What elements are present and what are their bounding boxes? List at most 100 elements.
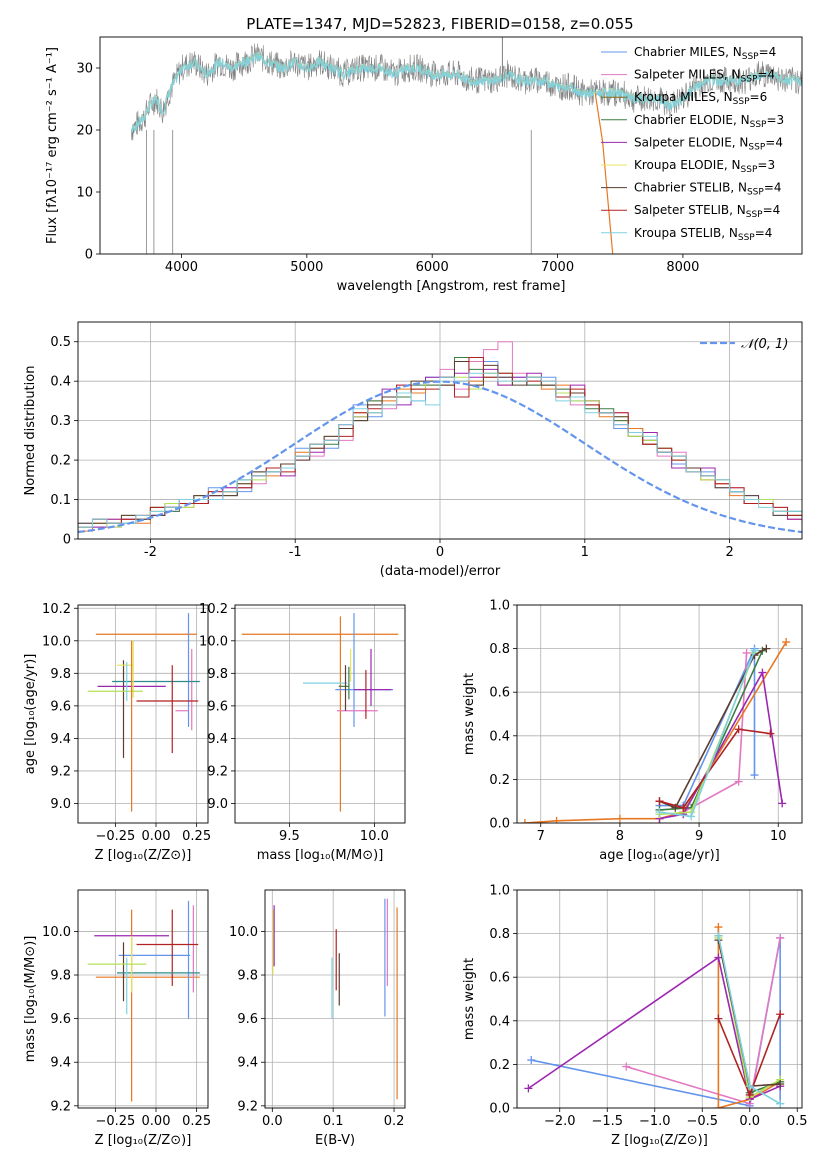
weight_vs_Z-series-marker [776, 1099, 785, 1108]
weight_vs_Z-xtick-label: −1.0 [639, 1114, 671, 1129]
weight_vs_Z-ytick-label: 0.2 [489, 1058, 510, 1073]
residuals-xtick-label: 2 [725, 545, 733, 560]
weight_vs_age-ytick-label: 0.8 [489, 642, 510, 657]
weight_vs_age-series-marker [750, 646, 759, 655]
weight_vs_Z-series-marker [776, 1080, 785, 1089]
residuals-axes: -2 -1 0 1 2 0 0.1 0.2 0.3 0.4 0.5 (data-model)/erro… [23, 322, 802, 579]
weight_vs_Z-series-marker [714, 1014, 723, 1023]
weight_vs_age-series-line [659, 728, 771, 809]
mass_vs_Z-xtick-label: 0.00 [142, 1114, 171, 1129]
legend-label-suffix: =3 [757, 158, 775, 172]
weight_vs_age-ytick-label: 0.6 [489, 686, 510, 701]
age_vs_mass-xlabel: mass [log₁₀(M/M⊙)] [257, 848, 384, 863]
weight_vs_Z-series-line [717, 935, 781, 1094]
weight_vs_age-axes: 7 8 9 10 0.0 0.2 0.4 0.6 0.8 1.0 age [log₁₀(age/yr… [462, 599, 802, 863]
age_vs_mass-xtick-label: 9.5 [279, 829, 300, 844]
age_vs_Z-frame [77, 604, 209, 824]
weight_vs_age-ytick-label: 1.0 [489, 599, 510, 614]
residuals-ytick-label: 0.4 [50, 375, 71, 390]
residuals-histograms [78, 341, 802, 536]
weight_vs_age-series-line [659, 652, 756, 816]
age_vs_mass-ytick-label: 9.0 [207, 797, 228, 812]
spectrum-ytick-label: 0 [85, 248, 93, 263]
residuals-ytick-label: 0.2 [50, 454, 71, 469]
mass_vs_Z-errorbars [87, 900, 200, 1102]
legend-label-subscript: SSP [742, 52, 759, 62]
residuals-legend: 𝒩(0, 1) [700, 337, 788, 352]
mass_vs_ebv-xtick-label: 0.2 [384, 1114, 405, 1129]
age_vs_mass-ytick-label: 9.8 [207, 667, 228, 682]
mass_vs_Z-axes: −0.25 0.00 0.25 9.2 9.4 9.6 9.8 10.0 Z [log₁₀(Z/… [23, 890, 211, 1148]
age_vs_Z-errorbars [87, 613, 200, 812]
age_vs_mass-xtick-label: 10.0 [360, 829, 389, 844]
residuals-hist-step [78, 360, 802, 532]
spectrum-legend-label: Kroupa ELODIE, NSSP=3 [634, 158, 775, 175]
legend-label-suffix: =4 [757, 68, 775, 82]
legend-label-suffix: =6 [750, 90, 768, 104]
age_vs_Z-xtick-label: −0.25 [95, 829, 135, 844]
weight_vs_age-series-marker [734, 777, 743, 786]
weight_vs_Z-series-line [717, 937, 781, 1099]
legend-label-subscript: SSP [746, 210, 763, 220]
weight_vs_age-ytick-label: 0.2 [489, 773, 510, 788]
legend-label-text: Kroupa ELODIE, N [634, 158, 741, 172]
legend-label-text: Chabrier MILES, N [634, 45, 742, 59]
weight_vs_Z-series-marker [776, 1010, 785, 1019]
spectrum-model-line [130, 52, 802, 133]
spectrum-legend-label: Chabrier STELIB, NSSP=4 [634, 181, 782, 198]
age_vs_mass-ytick-label: 9.2 [207, 764, 228, 779]
legend-label-suffix: =4 [764, 181, 782, 195]
weight_vs_age-frame [516, 604, 803, 824]
legend-label-subscript: SSP [747, 188, 764, 198]
legend-label-suffix: =3 [766, 113, 784, 127]
legend-label-text: Chabrier STELIB, N [634, 181, 747, 195]
age_vs_Z-xlabel: Z [log₁₀(Z/Z⊙)] [95, 848, 192, 863]
spectrum-lines [130, 37, 802, 254]
weight_vs_age-series-marker [615, 814, 624, 823]
residuals-ytick-label: 0 [63, 533, 71, 548]
spectrum-ytick-label: 30 [76, 62, 93, 77]
mass_vs_ebv-xtick-label: 0.1 [323, 1114, 344, 1129]
spectrum-legend-label: Salpeter STELIB, NSSP=4 [634, 203, 780, 220]
legend-label-text: Kroupa MILES, N [634, 90, 733, 104]
residuals-hist-step [78, 360, 802, 528]
weight_vs_Z-series-marker [745, 1090, 754, 1099]
mass_vs_ebv-errorbars [272, 898, 398, 1100]
legend-label-subscript: SSP [741, 165, 758, 175]
mass_vs_ebv-frame [264, 889, 406, 1109]
legend-label-suffix: =4 [763, 203, 781, 217]
weight_vs_Z-series-line [717, 935, 781, 1105]
mass_vs_ebv-axes: 0.0 0.1 0.2 9.2 9.4 9.6 9.8 10.0 E(B-V) [229, 890, 405, 1148]
residuals-xlabel: (data-model)/error [380, 564, 501, 579]
legend-label-text: Salpeter ELODIE, N [634, 135, 748, 149]
weight_vs_Z-series-marker [714, 953, 723, 962]
figure-title: PLATE=1347, MJD=52823, FIBERID=0158, z=0… [246, 15, 633, 33]
weight_vs_Z-xlabel: Z [log₁₀(Z/Z⊙)] [611, 1133, 708, 1148]
spectrum-axes: 4000 5000 6000 7000 8000 0 10 20 30 wavelength [A… [45, 47, 699, 294]
residuals-xtick-label: -2 [144, 545, 157, 560]
age_vs_mass-ytick-label: 9.4 [207, 732, 228, 747]
weight_vs_Z-xtick-label: −0.5 [686, 1114, 718, 1129]
legend-label-suffix: =4 [759, 45, 777, 59]
weight_vs_age-series-marker [758, 668, 767, 677]
weight_vs_age-series-marker [782, 638, 791, 647]
weight_vs_age-ylabel: mass weight [462, 673, 477, 755]
age_vs_Z-xtick-label: 0.00 [142, 829, 171, 844]
mass_vs_Z-ytick-label: 9.2 [50, 1099, 71, 1114]
spectrum-ylabel: Flux [fλ10⁻¹⁷ erg cm⁻² s⁻¹ A⁻¹] [45, 47, 60, 244]
weight_vs_Z-ytick-label: 0.8 [489, 927, 510, 942]
weight_vs_Z-frame [516, 889, 803, 1109]
weight_vs_Z-series-marker [714, 1104, 723, 1108]
spectrum-frame [99, 36, 803, 255]
residuals-hist-step [78, 372, 802, 532]
spectrum-xlabel: wavelength [Angstrom, rest frame] [337, 279, 566, 294]
residuals-xtick-label: 0 [436, 545, 444, 560]
mass_vs_Z-ytick-label: 9.4 [50, 1056, 71, 1071]
weight_vs_age-ytick-label: 0.4 [489, 729, 510, 744]
weight_vs_age-series-marker [679, 803, 688, 812]
weight_vs_age-xtick-label: 8 [616, 829, 624, 844]
weight_vs_Z-series-line [531, 937, 781, 1107]
weight_vs_age-series-marker [687, 812, 696, 821]
age_vs_mass-ytick-label: 9.6 [207, 699, 228, 714]
